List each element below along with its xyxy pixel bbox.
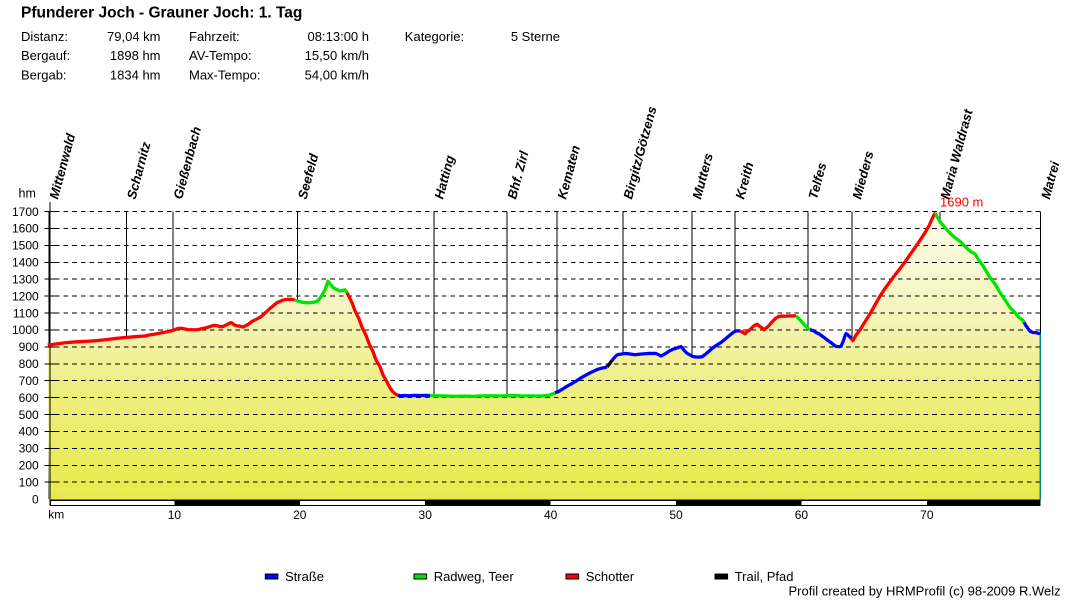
svg-text:1700: 1700 (12, 205, 39, 219)
svg-text:Bhf. Zirl: Bhf. Zirl (504, 149, 531, 201)
svg-text:Seefeld: Seefeld (295, 151, 322, 201)
svg-text:10: 10 (168, 508, 182, 522)
svg-text:300: 300 (19, 442, 39, 456)
svg-text:Schotter: Schotter (586, 569, 635, 584)
svg-text:200: 200 (19, 459, 39, 473)
svg-text:Kreith: Kreith (732, 160, 756, 200)
svg-text:60: 60 (795, 508, 809, 522)
svg-text:1100: 1100 (13, 306, 39, 320)
svg-text:Scharnitz: Scharnitz (124, 140, 154, 201)
svg-text:400: 400 (19, 425, 39, 439)
svg-text:Bergab:: Bergab: (21, 68, 67, 83)
svg-text:Trail, Pfad: Trail, Pfad (735, 569, 794, 584)
svg-text:Pfunderer Joch - Grauner Joch:: Pfunderer Joch - Grauner Joch: 1. Tag (21, 5, 302, 22)
svg-text:1834 hm: 1834 hm (110, 68, 161, 83)
svg-text:Hatting: Hatting (431, 153, 457, 200)
svg-text:1400: 1400 (12, 256, 39, 270)
svg-text:50: 50 (669, 508, 683, 522)
svg-text:79,04 km: 79,04 km (107, 29, 160, 44)
svg-text:54,00 km/h: 54,00 km/h (305, 68, 369, 83)
svg-text:800: 800 (19, 357, 39, 371)
svg-text:900: 900 (19, 340, 39, 354)
svg-text:Gießenbach: Gießenbach (170, 125, 204, 201)
svg-text:20: 20 (293, 508, 307, 522)
svg-text:0: 0 (32, 492, 39, 506)
svg-text:Radweg, Teer: Radweg, Teer (434, 569, 515, 584)
svg-text:1898 hm: 1898 hm (110, 48, 161, 63)
svg-text:Profil created by HRMProfil (c: Profil created by HRMProfil (c) 98-2009 … (789, 584, 1061, 599)
svg-text:km: km (48, 508, 64, 522)
svg-text:100: 100 (19, 475, 39, 489)
svg-text:1690 m: 1690 m (940, 194, 983, 209)
svg-text:08:13:00 h: 08:13:00 h (308, 29, 369, 44)
svg-text:Straße: Straße (285, 569, 324, 584)
svg-text:30: 30 (419, 508, 433, 522)
svg-text:Mieders: Mieders (849, 149, 876, 200)
svg-text:1200: 1200 (12, 289, 39, 303)
svg-text:Bergauf:: Bergauf: (21, 48, 70, 63)
svg-text:hm: hm (19, 187, 36, 201)
svg-text:Telfes: Telfes (805, 161, 829, 201)
svg-text:1300: 1300 (12, 272, 39, 286)
svg-text:700: 700 (19, 374, 39, 388)
svg-text:Birgitz/Götzens: Birgitz/Götzens (620, 105, 659, 201)
svg-text:Distanz:: Distanz: (21, 29, 68, 44)
svg-text:Mutters: Mutters (689, 151, 716, 200)
svg-text:1500: 1500 (12, 239, 39, 253)
svg-text:Kategorie:: Kategorie: (405, 29, 464, 44)
svg-text:15,50 km/h: 15,50 km/h (305, 48, 369, 63)
svg-text:40: 40 (544, 508, 558, 522)
svg-text:Maria Waldrast: Maria Waldrast (937, 107, 976, 201)
svg-text:70: 70 (920, 508, 934, 522)
svg-text:1000: 1000 (12, 323, 39, 337)
svg-text:Kematen: Kematen (554, 144, 583, 201)
svg-text:AV-Tempo:: AV-Tempo: (189, 48, 252, 63)
svg-text:600: 600 (19, 391, 39, 405)
svg-text:1600: 1600 (12, 222, 39, 236)
svg-text:Matrei: Matrei (1038, 159, 1062, 200)
svg-text:Mittenwald: Mittenwald (46, 131, 78, 201)
svg-text:500: 500 (19, 408, 39, 422)
svg-text:Max-Tempo:: Max-Tempo: (189, 68, 261, 83)
svg-text:Fahrzeit:: Fahrzeit: (189, 29, 240, 44)
svg-text:5 Sterne: 5 Sterne (511, 29, 560, 44)
